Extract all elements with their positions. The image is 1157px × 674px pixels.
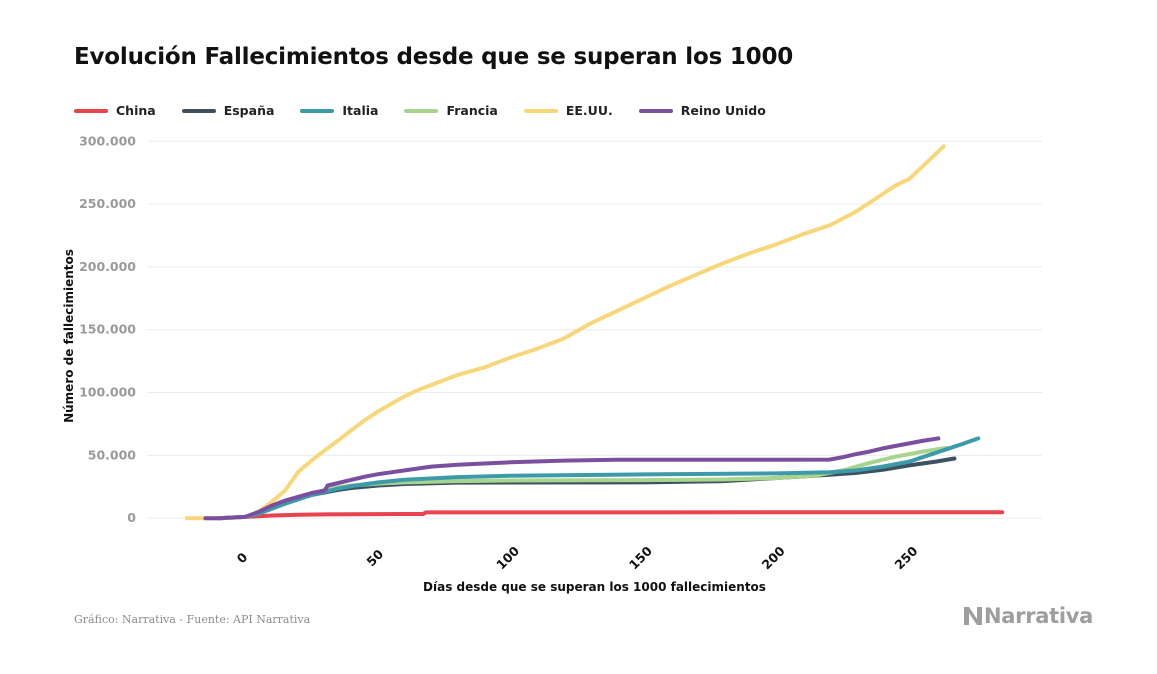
legend-swatch-italia: [300, 108, 335, 113]
legend-label-espana: España: [223, 103, 275, 118]
x-tick-label: 0: [234, 549, 251, 566]
brand-name: Narrativa: [984, 604, 1094, 628]
legend-swatch-espana: [181, 108, 216, 113]
legend-item-eeuu: EE.UU.: [523, 103, 613, 118]
gridlines: [147, 140, 1042, 519]
y-tick-label: 250.000: [79, 196, 136, 211]
x-tick-label: 150: [626, 543, 655, 572]
legend-item-italia: Italia: [300, 103, 378, 118]
y-axis-title: Número de fallecimientos: [62, 249, 76, 423]
legend-label-francia: Francia: [446, 103, 498, 118]
legend-item-china: China: [74, 103, 156, 118]
series-line-ee-uu: [184, 144, 946, 521]
y-tick-label: 100.000: [79, 385, 136, 400]
narrativa-logo-icon: [964, 607, 982, 625]
y-tick-label: 50.000: [88, 447, 137, 462]
legend-swatch-china: [74, 108, 108, 113]
y-tick-label: 300.000: [79, 133, 136, 148]
source-note: Gráfico: Narrativa - Fuente: API Narrati…: [74, 613, 311, 626]
x-tick-label: 100: [493, 543, 522, 572]
legend-label-eeuu: EE.UU.: [565, 103, 613, 118]
y-tick-label: 150.000: [79, 322, 136, 337]
x-tick-label: 250: [891, 543, 920, 572]
series-line-reino-unido: [203, 436, 941, 521]
legend-label-china: China: [116, 103, 156, 118]
series-lines: [184, 144, 1005, 521]
legend-swatch-francia: [404, 108, 439, 113]
brand-logo: Narrativa: [964, 604, 1093, 628]
chart-title: Evolución Fallecimientos desde que se su…: [74, 44, 794, 70]
x-tick-label: 50: [363, 546, 386, 569]
legend-swatch-reino-unido: [638, 108, 673, 113]
x-tick-label: 200: [759, 543, 788, 572]
series-line-italia: [216, 436, 981, 521]
y-tick-label: 200.000: [79, 259, 136, 274]
legend-swatch-eeuu: [523, 108, 558, 113]
x-axis-title: Días desde que se superan los 1000 falle…: [423, 580, 766, 594]
legend-label-reino-unido: Reino Unido: [680, 103, 766, 118]
legend-item-francia: Francia: [404, 103, 498, 118]
legend-item-reino-unido: Reino Unido: [638, 103, 766, 118]
legend-item-espana: España: [181, 103, 275, 118]
legend-label-italia: Italia: [342, 103, 379, 118]
y-tick-label: 0: [127, 510, 136, 525]
legend: China España Italia Francia EE.UU. Reino…: [74, 103, 792, 118]
series-line-china: [243, 510, 1005, 519]
